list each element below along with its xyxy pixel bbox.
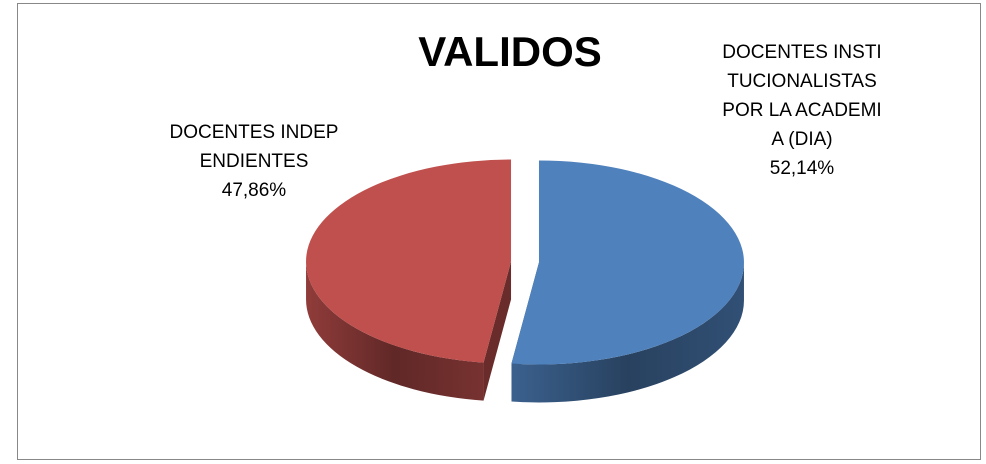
slice-side: [511, 262, 744, 403]
slice-wall: [483, 261, 512, 401]
slice-label: DOCENTES INDEPENDIENTES 47,86%: [168, 118, 340, 205]
category-label: DOCENTES INDEPENDIENTES: [169, 122, 339, 172]
pie-slice: [306, 159, 512, 363]
slice-label: DOCENTES INSTITUCIONALISTAS POR LA ACADE…: [722, 38, 882, 183]
value-label: 47,86%: [221, 180, 287, 201]
slice-side: [306, 261, 484, 401]
category-label: DOCENTES INSTITUCIONALISTAS POR LA ACADE…: [722, 42, 882, 150]
chart-title: VALIDOS: [418, 28, 602, 75]
pie-slice: [511, 160, 744, 365]
chart-frame: [17, 3, 981, 460]
value-label: 52,14%: [769, 158, 835, 179]
